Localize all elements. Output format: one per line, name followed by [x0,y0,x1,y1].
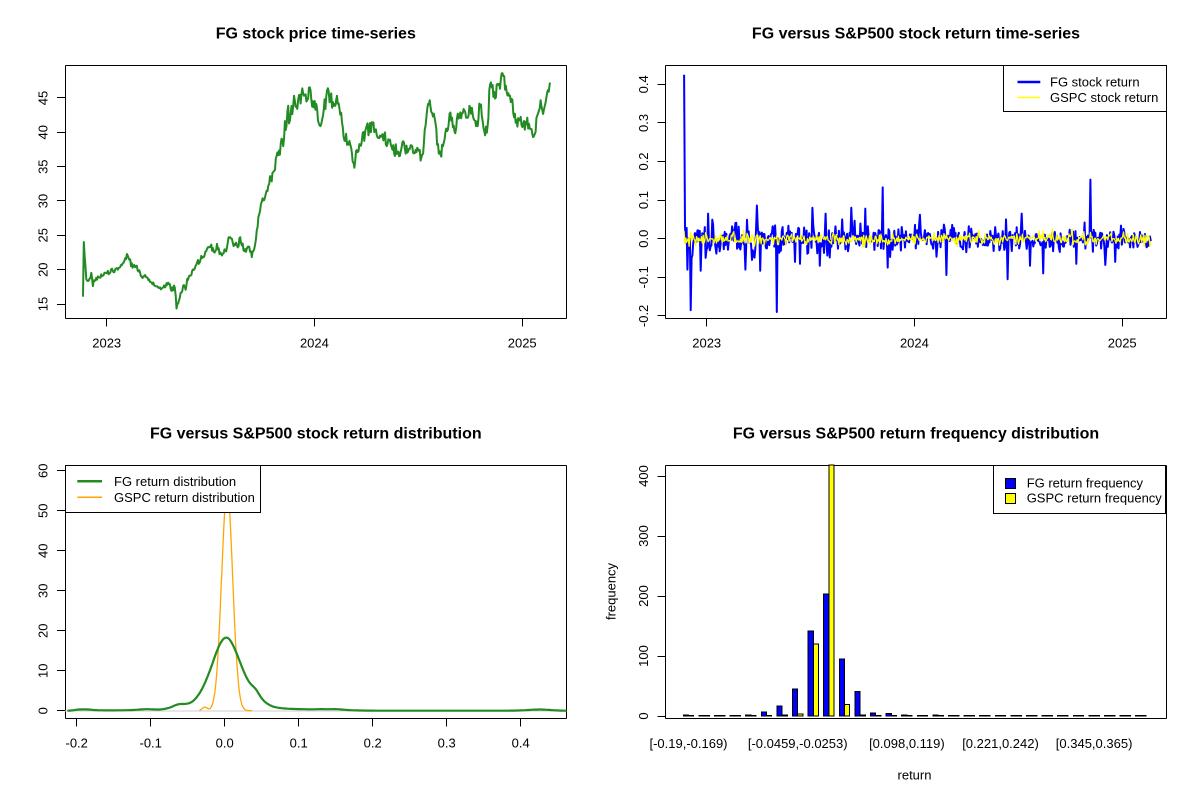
svg-text:100: 100 [636,645,651,667]
svg-text:40: 40 [36,125,51,139]
svg-text:FG versus S&P500 stock return: FG versus S&P500 stock return time-serie… [752,26,1080,43]
svg-text:60: 60 [36,464,51,478]
svg-text:0.2: 0.2 [364,736,382,751]
svg-text:0.3: 0.3 [438,736,456,751]
svg-text:[0.098,0.119): [0.098,0.119) [869,736,945,751]
svg-text:-0.1: -0.1 [139,736,161,751]
svg-text:2023: 2023 [692,336,721,351]
svg-text:25: 25 [36,228,51,242]
svg-text:2024: 2024 [900,336,929,351]
svg-text:-0.2: -0.2 [65,736,87,751]
svg-text:0.1: 0.1 [636,191,651,209]
svg-text:0.4: 0.4 [636,75,651,93]
svg-text:0.2: 0.2 [636,152,651,170]
svg-text:GSPC return distribution: GSPC return distribution [114,490,255,505]
svg-text:return: return [898,768,932,783]
svg-text:0.1: 0.1 [290,736,308,751]
svg-text:2025: 2025 [1108,336,1137,351]
svg-text:GSPC return frequency: GSPC return frequency [1027,491,1163,506]
svg-text:30: 30 [36,584,51,598]
svg-text:FG versus S&P500 stock return: FG versus S&P500 stock return distributi… [150,426,482,443]
svg-text:frequency: frequency [604,562,619,620]
svg-text:20: 20 [36,624,51,638]
svg-text:FG return distribution: FG return distribution [114,474,236,489]
svg-text:0.0: 0.0 [216,736,234,751]
svg-text:2023: 2023 [92,336,121,351]
svg-text:35: 35 [36,159,51,173]
svg-text:2024: 2024 [300,336,329,351]
svg-text:2025: 2025 [508,336,537,351]
svg-text:GSPC stock return: GSPC stock return [1050,90,1158,105]
svg-text:10: 10 [36,664,51,678]
svg-text:45: 45 [36,91,51,105]
svg-text:FG stock price time-series: FG stock price time-series [216,26,416,43]
svg-text:400: 400 [636,465,651,487]
svg-text:20: 20 [36,262,51,276]
svg-text:0.4: 0.4 [512,736,530,751]
svg-text:FG versus S&P500 return freque: FG versus S&P500 return frequency distri… [733,426,1099,443]
svg-text:40: 40 [36,544,51,558]
svg-text:0.3: 0.3 [636,114,651,132]
svg-text:200: 200 [636,585,651,607]
svg-text:[0.221,0.242): [0.221,0.242) [962,736,1039,751]
svg-text:0: 0 [36,707,51,714]
svg-text:-0.2: -0.2 [636,305,651,327]
svg-text:0: 0 [636,712,651,719]
svg-text:[-0.0459,-0.0253): [-0.0459,-0.0253) [748,736,848,751]
svg-text:[-0.19,-0.169): [-0.19,-0.169) [649,736,727,751]
svg-text:15: 15 [36,297,51,311]
svg-text:30: 30 [36,194,51,208]
svg-text:[0.345,0.365): [0.345,0.365) [1056,736,1133,751]
svg-text:FG return frequency: FG return frequency [1027,476,1144,491]
svg-text:300: 300 [636,525,651,547]
svg-text:-0.1: -0.1 [636,266,651,288]
svg-text:FG stock return: FG stock return [1050,75,1140,90]
svg-text:0.0: 0.0 [636,230,651,248]
svg-text:50: 50 [36,504,51,518]
